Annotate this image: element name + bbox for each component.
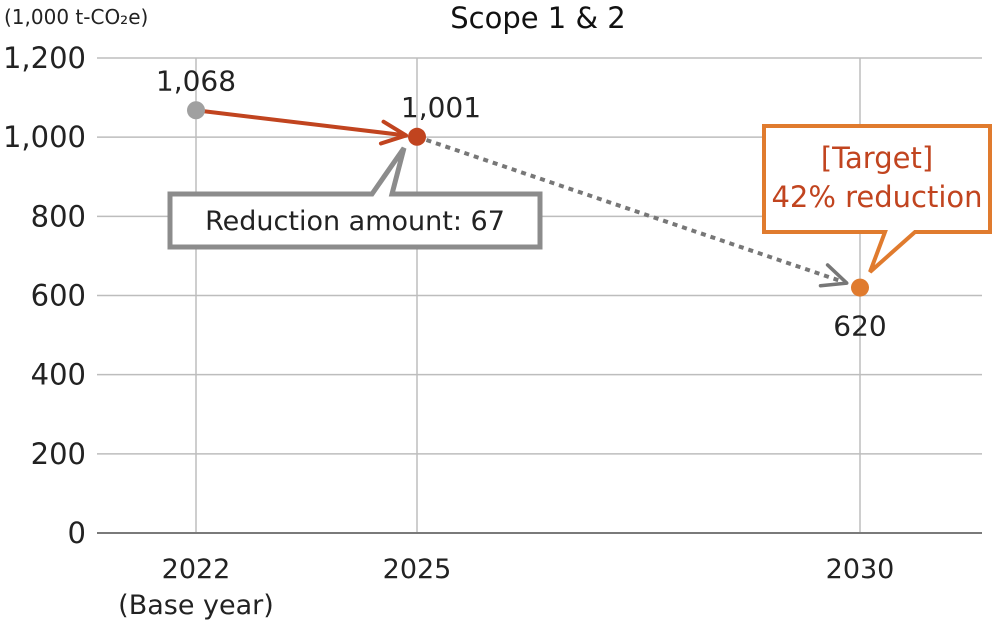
x-tick-sublabel: (Base year)	[118, 590, 274, 621]
x-tick-label: 2022	[162, 554, 231, 585]
x-tick-label: 2025	[383, 554, 452, 585]
data-point-2025	[408, 127, 426, 146]
data-point-2030	[851, 278, 869, 297]
data-point-2022	[187, 101, 205, 120]
target-callout-box	[762, 124, 992, 274]
y-tick-label: 1,000	[3, 120, 86, 154]
y-tick-label: 0	[68, 516, 86, 550]
x-tick-label: 2030	[826, 554, 895, 585]
y-tick-label: 200	[31, 437, 86, 471]
chart-title: Scope 1 & 2	[450, 1, 626, 35]
y-tick-label: 1,200	[3, 41, 86, 75]
data-label-2022: 1,068	[156, 64, 236, 97]
segment-arrowhead-dotted	[818, 263, 849, 288]
y-tick-label: 600	[31, 279, 86, 313]
reduction-callout-box	[167, 146, 543, 250]
y-tick-label: 800	[31, 199, 86, 233]
target-callout-line1: [Target]	[821, 141, 933, 175]
unit-label: (1,000 t-CO₂e)	[4, 5, 148, 29]
data-label-2025: 1,001	[401, 91, 481, 124]
series-layer	[201, 108, 849, 288]
data-label-2030: 620	[833, 310, 886, 343]
segment-arrowhead	[378, 119, 409, 146]
reduction-callout-text: Reduction amount: 67	[205, 206, 505, 237]
y-tick-label: 400	[31, 358, 86, 392]
point-layer: 1,068 1,001 620	[156, 64, 887, 342]
segment-2022-2025	[201, 108, 407, 138]
target-callout-line2: 42% reduction	[771, 180, 982, 214]
callout-layer: Reduction amount: 67 [Target] 42% reductio…	[167, 124, 992, 274]
segment-2025-2030	[425, 138, 848, 285]
axis-layer: 0 200 400 600 800 1,000 1,200 2022 (Base year) 20…	[3, 41, 982, 621]
